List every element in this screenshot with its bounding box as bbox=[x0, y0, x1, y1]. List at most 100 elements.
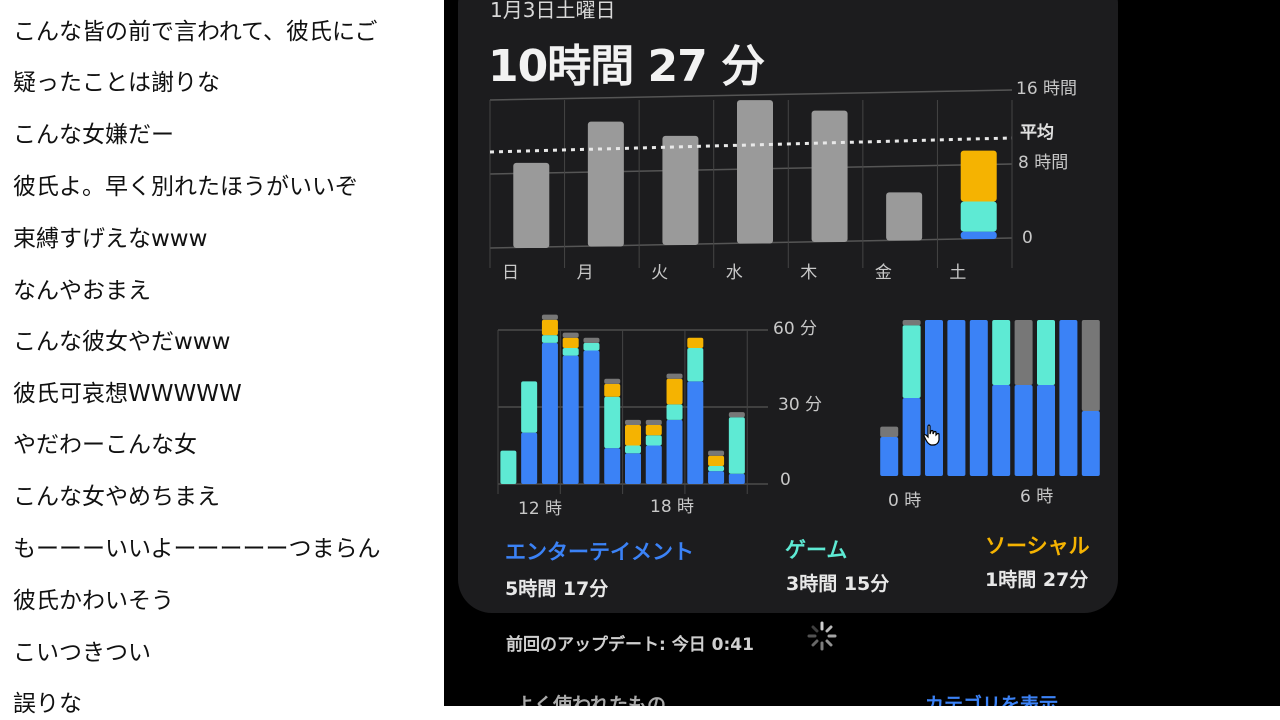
xtick-18: 18 時 bbox=[650, 497, 694, 517]
hourly-bar-9 bbox=[1081, 411, 1100, 476]
xtick-0: 0 時 bbox=[888, 491, 921, 511]
ytick-0: 0 bbox=[1022, 228, 1033, 248]
hourly-bar-15 bbox=[604, 448, 621, 484]
hourly-bar-21 bbox=[728, 412, 745, 418]
hourly-bar-13 bbox=[562, 337, 579, 348]
weekly-bars bbox=[513, 100, 997, 248]
hourly-bar-18 bbox=[666, 419, 683, 484]
hourly-bar-18 bbox=[666, 378, 683, 405]
hourly-bar-1 bbox=[902, 325, 921, 398]
loading-spinner-icon bbox=[807, 621, 837, 651]
hourly-bar-16 bbox=[625, 453, 641, 484]
comment-item: こんな女やめちまえ bbox=[13, 484, 220, 510]
hourly-bar-15 bbox=[604, 396, 621, 449]
hourly-bars bbox=[880, 320, 1100, 476]
comment-panel: こんな皆の前で言われて、彼氏にご 疑ったことは謝りな こんな女嫌だー 彼氏よ。早… bbox=[0, 0, 444, 720]
legend-entertainment-value: 5時間 17分 bbox=[505, 578, 609, 600]
xtick-12: 12 時 bbox=[518, 499, 562, 519]
weekly-xtick: 木 bbox=[800, 263, 817, 283]
legend-social-label: ソーシャル bbox=[985, 534, 1090, 558]
hourly-chart-night[interactable]: 0 時 6 時 bbox=[880, 320, 1100, 511]
date-label: 1月3日土曜日 bbox=[490, 0, 616, 22]
weekly-xtick: 月 bbox=[577, 263, 594, 283]
comment-item: 彼氏かわいそう bbox=[13, 588, 174, 614]
hourly-bar-12 bbox=[541, 319, 558, 336]
weekly-xlabels: 日月火水木金土 bbox=[502, 263, 966, 283]
total-time: 10時間 27 分 bbox=[488, 41, 765, 92]
hourly-bar-9 bbox=[1081, 320, 1100, 411]
weekly-bar-火 bbox=[662, 135, 699, 245]
comment-item: こんな彼女やだwww bbox=[13, 329, 231, 355]
ytick-16h: 16 時間 bbox=[1016, 79, 1077, 99]
hourly-bar-15 bbox=[604, 383, 621, 397]
hourly-chart-afternoon[interactable]: 60 分 30 分 0 12 時 18 時 bbox=[497, 314, 822, 519]
hourly-bar-18 bbox=[666, 373, 683, 379]
comment-item: 誤りな bbox=[13, 691, 82, 717]
hourly-bar-4 bbox=[969, 320, 988, 476]
comment-item: 束縛すげえなwww bbox=[13, 226, 208, 252]
legend-game-value: 3時間 15分 bbox=[786, 573, 890, 595]
comment-item: こいつきつい bbox=[13, 640, 151, 666]
hourly-bar-16 bbox=[625, 419, 641, 425]
hourly-bar-11 bbox=[521, 432, 538, 484]
weekly-bar-土 bbox=[960, 231, 997, 239]
hourly-grid bbox=[497, 329, 768, 494]
hourly-bar-20 bbox=[708, 466, 725, 472]
xtick-6: 6 時 bbox=[1020, 487, 1053, 507]
comment-item: こんな皆の前で言われて、彼氏にご bbox=[13, 19, 378, 45]
comment-item: なんやおまえ bbox=[13, 278, 151, 304]
hourly-bar-18 bbox=[666, 404, 683, 420]
hand-cursor-icon bbox=[923, 424, 940, 446]
weekly-bar-金 bbox=[886, 192, 923, 241]
hourly-bar-20 bbox=[708, 471, 725, 484]
hourly-bar-5 bbox=[992, 385, 1011, 476]
hourly-bar-15 bbox=[604, 378, 621, 384]
hourly-bar-7 bbox=[1037, 385, 1055, 476]
hourly-bar-7 bbox=[1037, 320, 1055, 385]
hourly-bar-13 bbox=[562, 332, 579, 338]
weekly-bar-土 bbox=[960, 201, 997, 232]
weekly-bar-日 bbox=[513, 162, 550, 248]
weekly-xtick: 日 bbox=[502, 263, 519, 283]
hourly-bar-19 bbox=[687, 381, 704, 484]
average-line bbox=[489, 136, 1013, 154]
hourly-bar-3 bbox=[947, 320, 966, 476]
bottom-bar bbox=[444, 706, 1280, 720]
ytick-0m: 0 bbox=[780, 470, 791, 490]
hourly-bar-17 bbox=[645, 424, 662, 436]
weekly-bar-土 bbox=[960, 150, 997, 202]
hourly-bar-19 bbox=[687, 337, 704, 348]
hourly-bar-12 bbox=[541, 342, 558, 484]
legend-entertainment-label: エンターテイメント bbox=[505, 540, 694, 564]
hourly-bar-2 bbox=[925, 320, 943, 476]
hourly-bar-1 bbox=[902, 320, 921, 326]
hourly-bar-14 bbox=[583, 350, 600, 484]
hourly-bar-14 bbox=[583, 342, 600, 351]
legend-game-label: ゲーム bbox=[785, 538, 848, 562]
weekly-bar-月 bbox=[587, 121, 624, 247]
grid-line bbox=[489, 89, 1013, 101]
hourly-bar-16 bbox=[625, 445, 641, 454]
hourly-bar-12 bbox=[541, 335, 558, 343]
comment-item: やだわーこんな女 bbox=[13, 432, 197, 458]
hourly-bar-20 bbox=[708, 450, 725, 456]
hourly-bar-20 bbox=[708, 455, 725, 467]
hourly-bar-13 bbox=[562, 347, 579, 356]
hourly-bar-21 bbox=[728, 417, 745, 474]
hourly-bar-1 bbox=[902, 398, 921, 476]
hourly-bar-17 bbox=[645, 419, 662, 425]
ytick-60m: 60 分 bbox=[773, 319, 817, 339]
comment-item: 疑ったことは謝りな bbox=[13, 70, 220, 96]
hourly-bar-8 bbox=[1059, 320, 1078, 476]
comment-item: 彼氏可哀想WWWWW bbox=[13, 381, 242, 407]
hourly-bar-5 bbox=[992, 320, 1011, 385]
weekly-xtick: 火 bbox=[651, 263, 668, 283]
average-label: 平均 bbox=[1020, 122, 1054, 143]
hourly-bar-14 bbox=[583, 337, 600, 343]
hourly-bar-13 bbox=[562, 355, 579, 484]
legend-social-value: 1時間 27分 bbox=[985, 569, 1089, 591]
weekly-chart[interactable]: 16 時間 平均 8 時間 0 日 月 火 水 木 金 土 bbox=[489, 79, 1077, 283]
hourly-bar-12 bbox=[541, 314, 558, 320]
comment-item: こんな女嫌だー bbox=[13, 122, 174, 148]
